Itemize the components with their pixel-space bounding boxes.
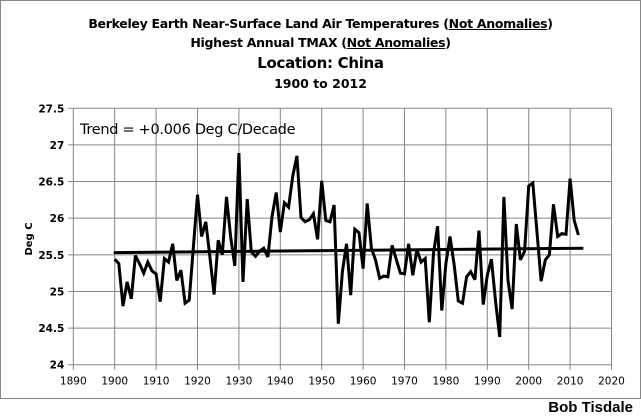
- y-axis-label: Deg C: [24, 222, 35, 255]
- chart-title-line-4: 1900 to 2012: [0, 74, 641, 94]
- y-tick-label: 26.5: [38, 177, 64, 189]
- x-tick-label: 2000: [515, 376, 542, 388]
- y-tick-label: 24.5: [38, 323, 64, 335]
- chart-title-block: Berkeley Earth Near-Surface Land Air Tem…: [0, 14, 641, 94]
- y-tick-label: 24: [50, 360, 65, 372]
- y-tick-label: 26: [50, 213, 65, 225]
- x-tick-label: 1890: [60, 376, 87, 388]
- x-tick-label: 1990: [474, 376, 501, 388]
- title-segment: ): [445, 35, 451, 50]
- title-segment: Location: China: [257, 54, 384, 72]
- x-tick-label: 1900: [101, 376, 128, 388]
- x-tick-label: 1930: [226, 376, 253, 388]
- x-tick-label: 1980: [433, 376, 460, 388]
- y-tick-label: 27: [50, 140, 65, 152]
- x-tick-label: 1950: [308, 376, 335, 388]
- x-tick-label: 2010: [557, 376, 584, 388]
- title-segment: 1900 to 2012: [274, 76, 367, 91]
- x-tick-label: 1970: [391, 376, 418, 388]
- author-credit: Bob Tisdale: [548, 399, 633, 416]
- y-axis-ticks: 24 24.5 25 25.5 26 26.5 27 27.5: [38, 103, 64, 371]
- title-segment: ): [547, 16, 553, 31]
- x-tick-label: 1910: [143, 376, 170, 388]
- y-tick-label: 25: [50, 286, 65, 298]
- series-layer: [113, 152, 584, 338]
- x-tick-label: 1940: [267, 376, 294, 388]
- x-axis-ticks: 1890 1900 1910 1920 1930 1940 1950 1960 1970 1980…: [60, 376, 625, 388]
- gridlines: [68, 107, 612, 370]
- chart-title-line-2: Highest Annual TMAX (Not Anomalies): [0, 34, 641, 52]
- title-segment: Not Anomalies: [448, 16, 548, 31]
- y-tick-label: 27.5: [38, 103, 64, 115]
- x-tick-label: 1960: [350, 376, 377, 388]
- title-segment: Berkeley Earth Near-Surface Land Air Tem…: [88, 16, 449, 31]
- x-tick-label: 2020: [598, 376, 625, 388]
- y-tick-label: 25.5: [38, 250, 64, 262]
- trend-annotation: Trend = +0.006 Deg C/Decade: [79, 122, 296, 138]
- chart-title-line-1: Berkeley Earth Near-Surface Land Air Tem…: [0, 14, 641, 34]
- chart-title-line-3: Location: China: [0, 52, 641, 74]
- title-segment: Not Anomalies: [346, 35, 446, 50]
- x-tick-label: 1920: [184, 376, 211, 388]
- title-segment: Highest Annual TMAX (: [190, 35, 347, 50]
- tmax-series-line: [113, 152, 580, 338]
